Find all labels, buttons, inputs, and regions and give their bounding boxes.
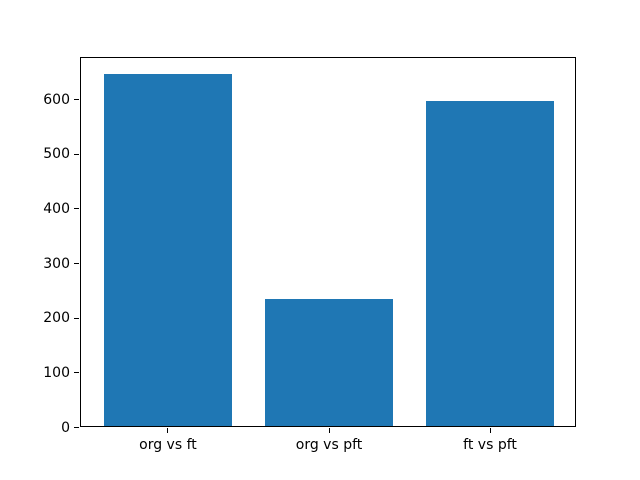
y-tick-label: 100 (43, 364, 70, 381)
y-tick-mark (74, 99, 79, 101)
bar-ft-vs-pft (425, 100, 555, 426)
x-tick-label: org vs pft (295, 437, 363, 453)
y-tick-label: 0 (61, 419, 70, 436)
y-tick-label: 600 (43, 91, 70, 108)
y-tick-mark (74, 263, 79, 265)
bar-org-vs-ft (103, 73, 233, 426)
plot-area: org vs ft org vs pft ft vs pft 0 100 200 300 40… (43, 57, 576, 453)
x-tick-label: ft vs pft (463, 437, 517, 453)
x-tick-mark (489, 428, 491, 433)
y-tick-mark (74, 372, 79, 374)
y-tick-mark (74, 153, 79, 155)
y-tick-mark (74, 427, 79, 428)
y-tick-label: 200 (43, 310, 70, 327)
bar-org-vs-pft (264, 298, 394, 426)
y-tick-mark (74, 317, 79, 319)
x-tick-mark (167, 428, 169, 433)
y-tick-label: 400 (43, 200, 70, 217)
x-tick-label: org vs ft (139, 437, 197, 453)
y-tick-label: 300 (43, 255, 70, 272)
x-tick-mark (328, 428, 330, 433)
y-tick-mark (74, 208, 79, 210)
y-tick-label: 500 (43, 146, 70, 163)
